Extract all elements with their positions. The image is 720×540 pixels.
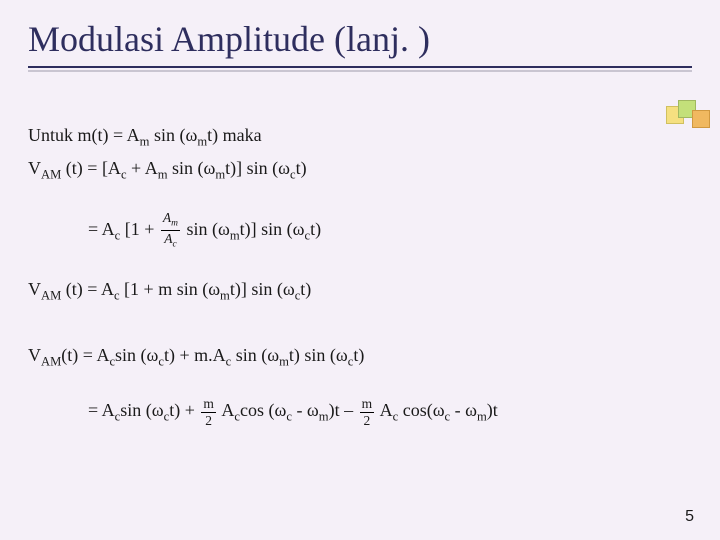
- eq-line-2: VAM (t) = [Ac + Am sin (ωmt)] sin (ωct): [28, 155, 692, 184]
- title-underline: [28, 66, 692, 68]
- title-shadow: [28, 70, 692, 72]
- fraction-m-2-b: m2: [360, 397, 375, 427]
- eq-line-3: = Ac [1 + AmAc sin (ωmt)] sin (ωct): [88, 211, 692, 250]
- fraction-am-ac: AmAc: [161, 211, 180, 250]
- eq-block-1: Untuk m(t) = Am sin (ωmt) maka VAM (t) =…: [28, 122, 692, 185]
- eq-block-4: VAM(t) = Acsin (ωct) + m.Ac sin (ωmt) si…: [28, 342, 692, 371]
- eq-block-2: = Ac [1 + AmAc sin (ωmt)] sin (ωct): [28, 211, 692, 250]
- content: Untuk m(t) = Am sin (ωmt) maka VAM (t) =…: [28, 122, 692, 427]
- page-number: 5: [685, 508, 694, 526]
- eq-line-4: VAM (t) = Ac [1 + m sin (ωmt)] sin (ωct): [28, 276, 692, 305]
- eq-line-1: Untuk m(t) = Am sin (ωmt) maka: [28, 122, 692, 151]
- eq-block-3: VAM (t) = Ac [1 + m sin (ωmt)] sin (ωct): [28, 276, 692, 305]
- slide: Modulasi Amplitude (lanj. ) Untuk m(t) =…: [0, 0, 720, 540]
- fraction-m-2-a: m2: [201, 397, 216, 427]
- eq-line-6: = Acsin (ωct) + m2 Accos (ωc - ωm)t – m2…: [88, 397, 692, 427]
- decor-square-orange: [692, 110, 710, 128]
- eq-line-5: VAM(t) = Acsin (ωct) + m.Ac sin (ωmt) si…: [28, 342, 692, 371]
- eq-block-5: = Acsin (ωct) + m2 Accos (ωc - ωm)t – m2…: [28, 397, 692, 427]
- slide-title: Modulasi Amplitude (lanj. ): [28, 18, 692, 60]
